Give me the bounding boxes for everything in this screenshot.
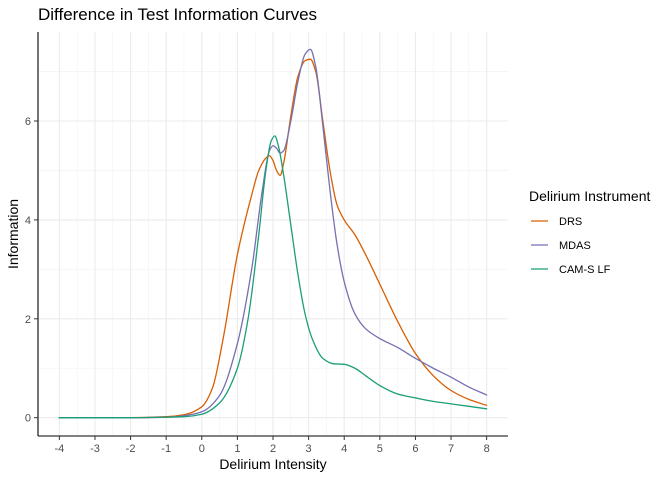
- series-line-mdas: [58, 48, 488, 419]
- y-tick-label: 2: [25, 314, 31, 326]
- grid: [38, 32, 508, 436]
- x-tick-label: 3: [306, 443, 312, 455]
- y-tick-label: 6: [25, 116, 31, 128]
- x-tick-label: 2: [270, 443, 276, 455]
- x-tick-label: 0: [199, 443, 205, 455]
- x-tick-label: -1: [161, 443, 171, 455]
- x-tick-label: 7: [448, 443, 454, 455]
- legend-label-cam-s-lf: CAM-S LF: [559, 264, 611, 276]
- legend-label-mdas: MDAS: [559, 240, 591, 252]
- legend-item-cam-s-lf: CAM-S LF: [531, 264, 611, 276]
- legend: Delirium Instrument DRS MDAS CAM-S LF: [529, 188, 650, 276]
- x-tick-label: 5: [377, 443, 383, 455]
- legend-label-drs: DRS: [559, 216, 582, 228]
- y-axis-title: Information: [5, 199, 21, 269]
- y-axis-ticks: 0 2 4 6: [25, 116, 38, 425]
- x-tick-label: -3: [90, 443, 100, 455]
- x-tick-label: 6: [412, 443, 418, 455]
- chart-title: Difference in Test Information Curves: [38, 5, 317, 24]
- x-tick-label: 1: [234, 443, 240, 455]
- series-line-drs: [58, 58, 488, 419]
- legend-items: DRS MDAS CAM-S LF: [531, 216, 611, 276]
- legend-item-mdas: MDAS: [531, 240, 591, 252]
- y-tick-label: 4: [25, 215, 31, 227]
- y-tick-label: 0: [25, 413, 31, 425]
- x-tick-label: -4: [54, 443, 64, 455]
- legend-item-drs: DRS: [531, 216, 582, 228]
- x-tick-label: 4: [341, 443, 347, 455]
- series-lines: [58, 48, 488, 419]
- x-tick-label: 8: [484, 443, 490, 455]
- legend-title: Delirium Instrument: [529, 188, 650, 204]
- x-axis-ticks: -4 -3 -2 -1 0 1 2 3 4 5 6 7 8: [54, 436, 490, 455]
- x-tick-label: -2: [126, 443, 136, 455]
- x-axis-title: Delirium Intensity: [219, 456, 326, 472]
- series-line-cam-s-lf: [58, 135, 488, 419]
